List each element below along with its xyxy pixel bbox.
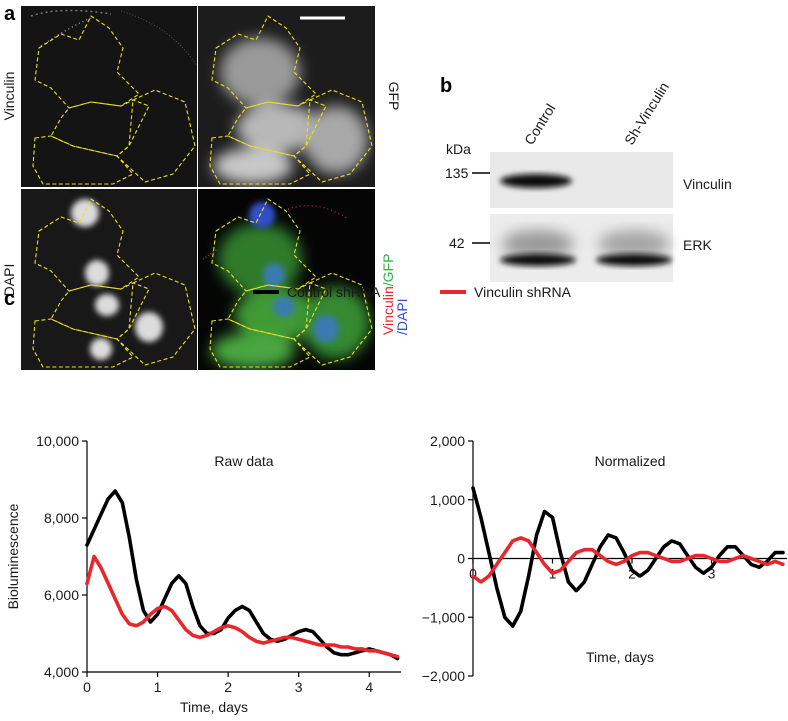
image-label: DAPI <box>1 264 17 297</box>
panel-label: c <box>4 288 15 310</box>
y-tick-label: 10,000 <box>36 433 79 449</box>
image-label: Vinculin/GFP <box>380 254 396 335</box>
image-vinculin <box>21 6 197 187</box>
image-dapi <box>21 189 197 370</box>
image-label: GFP <box>386 82 402 111</box>
blot-erk <box>490 214 673 282</box>
legend-label: Vinculin shRNA <box>474 284 572 300</box>
y-tick-label: 8,000 <box>44 510 79 526</box>
y-tick-label: −2,000 <box>422 668 465 684</box>
x-tick-label: 0 <box>83 679 91 695</box>
y-tick-label: 6,000 <box>44 587 79 603</box>
panel-label: b <box>440 75 452 97</box>
image-label: Vinculin <box>1 72 17 121</box>
y-axis-label: Bioluminescence <box>5 503 21 609</box>
label-part: Vinculin <box>380 286 396 335</box>
x-tick-label: 4 <box>365 679 373 695</box>
chart-title: Raw data <box>214 453 273 469</box>
x-tick-label: 2 <box>224 679 232 695</box>
image-label: /DAPI <box>394 298 410 335</box>
band-label: Vinculin <box>683 176 732 192</box>
y-tick-label: 4,000 <box>44 664 79 680</box>
blot-vinculin <box>490 152 673 208</box>
y-tick-label: 2,000 <box>430 433 465 449</box>
x-tick-label: 3 <box>708 566 716 582</box>
unit-label: kDa <box>446 141 471 157</box>
image-merge <box>198 189 375 370</box>
data-line <box>85 489 400 661</box>
image-gfp <box>198 6 375 187</box>
x-tick-label: 0 <box>469 566 477 582</box>
x-tick-label: 1 <box>154 679 162 695</box>
x-axis-label: Time, days <box>180 699 248 715</box>
band-label: ERK <box>683 237 712 253</box>
x-axis-label: Time, days <box>586 649 654 665</box>
data-line <box>471 536 785 584</box>
data-line <box>471 486 785 628</box>
data-line <box>85 554 400 659</box>
lane-label: Control <box>521 101 558 148</box>
y-tick-label: −1,000 <box>422 609 465 625</box>
marker-label: 42 <box>449 235 465 251</box>
y-tick-label: 0 <box>457 551 465 567</box>
lane-label: Sh-Vinculin <box>621 79 672 147</box>
x-tick-label: 3 <box>295 679 303 695</box>
legend-label: Control shRNA <box>287 284 381 300</box>
y-tick-label: 1,000 <box>430 492 465 508</box>
marker-label: 135 <box>445 165 469 181</box>
label-part: /DAPI <box>394 298 410 335</box>
x-tick-label: 2 <box>628 566 636 582</box>
label-part: /GFP <box>380 254 396 287</box>
chart-title: Normalized <box>595 453 666 469</box>
panel-label: a <box>4 3 16 25</box>
